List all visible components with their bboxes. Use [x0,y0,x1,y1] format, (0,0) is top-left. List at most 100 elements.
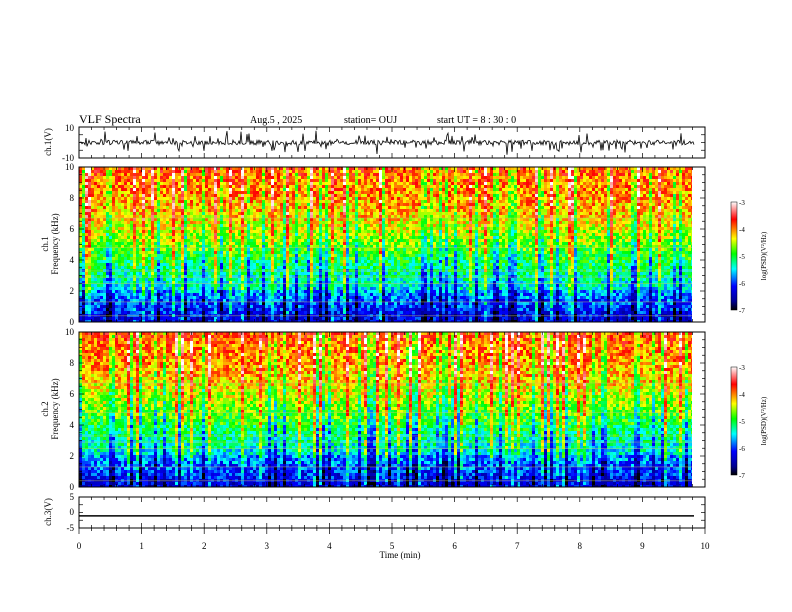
ch1-spectrogram-cell [238,257,242,261]
ch1-spectrogram-cell [199,191,203,195]
ch1-spectrogram-cell [154,230,158,234]
ch1-spectrogram-cell [268,305,272,309]
ch1-spectrogram-cell [88,233,92,237]
ch1-spectrogram-cell [334,218,338,222]
ch1-spectrogram-cell [133,197,137,201]
ch1-spectrogram-cell [193,272,197,276]
ch1-spectrogram-cell [262,251,266,255]
ch1-spectrogram-cell [205,206,209,210]
ch1-spectrogram-cell [214,320,218,322]
ch1-spectrogram-cell [322,200,326,204]
ch1-spectrogram-cell [274,257,278,261]
ch1-spectrogram-cell [121,245,125,249]
ch1-spectrogram-cell [271,200,275,204]
ch1-spectrogram-cell [268,221,272,225]
ch1-spectrogram-cell [307,293,311,297]
ch1-spectrogram-cell [337,248,341,252]
ch1-spectrogram-cell [319,278,323,282]
ch1-spectrogram-cell [145,170,149,174]
ch1-spectrogram-cell [238,194,242,198]
ch1-spectrogram-cell [301,281,305,285]
ch1-spectrogram-cell [295,317,299,321]
ch1-spectrogram-cell [331,293,335,297]
ch1-spectrogram-cell [157,167,161,171]
ch1-spectrogram-cell [175,287,179,291]
ch1-spectrogram-cell [346,206,350,210]
ch1-spectrogram-cell [352,227,356,231]
ch1-spectrogram-cell [190,299,194,303]
ch1-spectrogram-cell [133,245,137,249]
ch1-spectrogram-cell [262,296,266,300]
ch1-spectrogram-cell [187,308,191,312]
ch1-spectrogram-cell [127,173,131,177]
ch1-spectrogram-cell [148,209,152,213]
ch1-spectrogram-cell [310,239,314,243]
ch1-spectrogram-cell [178,284,182,288]
ch1-spectrogram-cell [109,215,113,219]
ch1-spectrogram-cell [220,233,224,237]
ch1-spectrogram-cell [178,281,182,285]
ch1-spectrogram-cell [157,248,161,252]
ch1-spectrogram-cell [205,242,209,246]
ch1-spectrogram-cell [145,185,149,189]
ch1-spectrogram-cell [283,308,287,312]
ch1-spectrogram-cell [349,293,353,297]
ch1-spectrogram-cell [313,284,317,288]
ch1-spectrogram-cell [139,287,143,291]
ch1-spectrogram-cell [112,242,116,246]
ch1-spectrogram-cell [136,275,140,279]
ch1-spectrogram-cell [133,221,137,225]
ch1-spectrogram-cell [184,260,188,264]
ch1-spectrogram-cell [127,290,131,294]
ch1-spectrogram-cell [289,239,293,243]
ch1-spectrogram-cell [79,290,83,294]
ch1-spectrogram-cell [346,311,350,315]
ch1-spectrogram-cell [139,284,143,288]
ch1-spectrogram-cell [79,263,83,267]
ch1-spectrogram-cell [148,260,152,264]
ch1-spectrogram-cell [157,236,161,240]
ch1-spectrogram-cell [361,248,365,252]
ch1-spectrogram-cell [331,317,335,321]
ch1-spectrogram-cell [136,212,140,216]
ch1-spectrogram-cell [304,176,308,180]
ch1-spectrogram-cell [115,245,119,249]
ch1-spectrogram-cell [112,203,116,207]
ch1-spectrogram-cell [277,236,281,240]
ch1-spectrogram-cell [343,224,347,228]
ch1-spectrogram-cell [283,209,287,213]
ch1-spectrogram-cell [352,230,356,234]
ch1-spectrogram-cell [271,257,275,261]
ch1-spectrogram-cell [151,311,155,315]
ch1-spectrogram-cell [157,170,161,174]
ch1-spectrogram-cell [304,188,308,192]
ch1-spectrogram-cell [88,224,92,228]
ch1-spectrogram-cell [196,212,200,216]
ch1-spectrogram-cell [217,281,221,285]
ch1-spectrogram-cell [319,257,323,261]
ch1-spectrogram-cell [184,272,188,276]
ch1-spectrogram-cell [226,182,230,186]
ch1-spectrogram-cell [226,299,230,303]
ch1-spectrogram-cell [178,260,182,264]
ch1-spectrogram-cell [154,260,158,264]
ch1-spectrogram-cell [310,320,314,322]
ch1-spectrogram-cell [352,317,356,321]
ch1-spectrogram-cell [211,173,215,177]
ch1-spectrogram-cell [256,263,260,267]
ch1-spectrogram-cell [109,197,113,201]
ch1-spectrogram-cell [208,203,212,207]
ch1-spectrogram-cell [127,242,131,246]
ch1-spectrogram-cell [208,224,212,228]
ch1-spectrogram-cell [313,320,317,322]
ch1-spectrogram-cell [340,251,344,255]
ch1-spectrogram-cell [289,317,293,321]
ch1-spectrogram-cell [310,227,314,231]
ch1-spectrogram-cell [127,230,131,234]
ch1-spectrogram-cell [124,251,128,255]
ch1-spectrogram-cell [199,317,203,321]
ch1-spectrogram-cell [292,221,296,225]
ch1-spectrogram-cell [82,257,86,261]
ch1-spectrogram-cell [301,272,305,276]
ch1-spectrogram-cell [259,242,263,246]
